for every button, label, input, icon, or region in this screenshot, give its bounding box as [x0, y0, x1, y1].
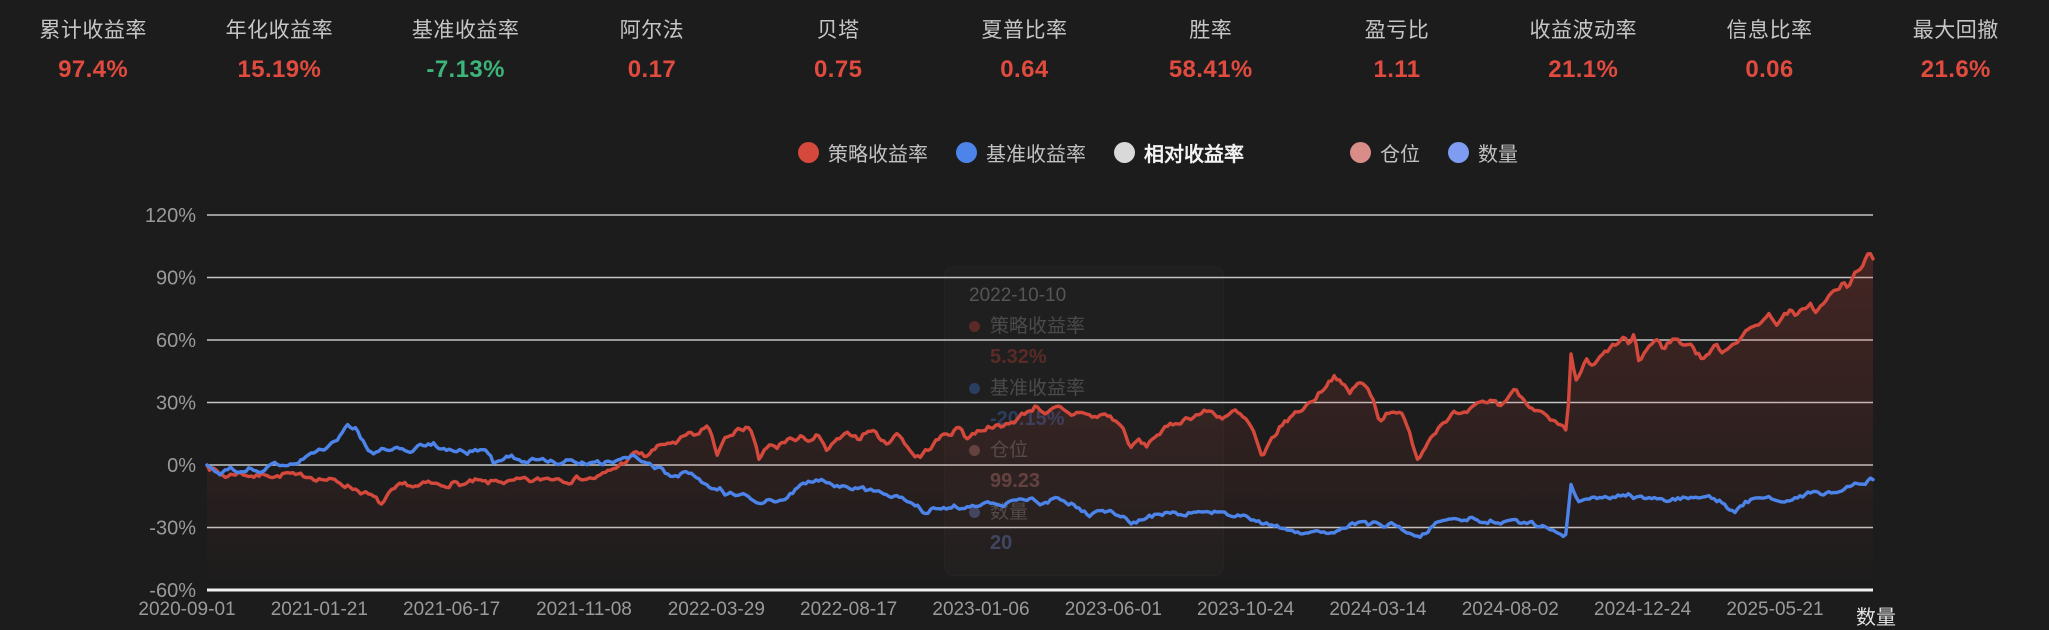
tooltip-row: 策略收益率 5.32% [969, 311, 1199, 373]
y-tick-label: -60% [149, 580, 196, 602]
x-tick-label: 2021-06-17 [403, 599, 500, 620]
tooltip-row: 基准收益率 -20.15% [969, 373, 1199, 435]
tooltip-series-name: 基准收益率 [990, 378, 1086, 399]
x-tick-label: 2021-11-08 [536, 599, 632, 620]
tooltip-date: 2022-10-10 [969, 285, 1067, 306]
x-tick-label: 2025-05-21 [1726, 599, 1823, 620]
legend-dot-icon [1350, 142, 1371, 163]
metric-value: 0.75 [814, 56, 863, 83]
metric-value: 97.4% [58, 56, 129, 83]
metric-value: 21.1% [1548, 56, 1619, 83]
metric-benchmark-return: 基准收益率 -7.13% [406, 14, 526, 84]
tooltip-series-value: 20 [990, 532, 1013, 554]
metric-return-volatility: 收益波动率 21.1% [1523, 14, 1643, 84]
metric-sharpe-ratio: 夏普比率 0.64 [964, 14, 1084, 84]
metric-label: 最大回撤 [1912, 19, 1999, 42]
metric-profit-loss-ratio: 盈亏比 1.11 [1337, 14, 1457, 84]
tooltip-series-name: 策略收益率 [990, 316, 1086, 337]
x-tick-label: 2023-06-01 [1065, 599, 1162, 620]
metric-value: 58.41% [1168, 56, 1253, 83]
x-tick-label: 2024-08-02 [1462, 599, 1559, 620]
legend-label: 基准收益率 [986, 144, 1086, 166]
legend-label: 仓位 [1380, 144, 1420, 166]
legend-label: 数量 [1478, 144, 1518, 166]
x-tick-label: 2020-09-01 [138, 599, 235, 620]
x-tick-label: 2021-01-21 [271, 599, 368, 620]
metric-label: 信息比率 [1726, 19, 1813, 42]
metric-beta: 贝塔 0.75 [778, 14, 898, 84]
x-tick-label: 2023-01-06 [932, 599, 1029, 620]
x-tick-label: 2023-10-24 [1197, 599, 1295, 620]
metric-label: 基准收益率 [411, 19, 520, 42]
legend-item-position[interactable]: 仓位 [1350, 138, 1420, 167]
metric-value: 0.64 [1000, 56, 1049, 83]
tooltip-series-value: 5.32% [990, 346, 1047, 368]
legend-label: 相对收益率 [1144, 144, 1244, 166]
tooltip-series-dot-icon [969, 507, 980, 518]
metric-value: 1.11 [1373, 56, 1421, 83]
metric-value: 21.6% [1920, 56, 1991, 83]
quantity-axis-label: 数量 [1856, 606, 1896, 629]
legend-item-relative-return[interactable]: 相对收益率 [1114, 138, 1244, 167]
metric-label: 收益波动率 [1529, 19, 1637, 42]
metric-label: 胜率 [1189, 19, 1233, 42]
tooltip-series-dot-icon [969, 383, 980, 394]
y-tick-label: 90% [156, 268, 196, 290]
tooltip-series-dot-icon [969, 445, 980, 456]
legend-dot-icon [1114, 142, 1135, 163]
tooltip-series-dot-icon [969, 321, 980, 332]
metric-win-rate: 胜率 58.41% [1151, 14, 1271, 84]
metric-annualized-return: 年化收益率 15.19% [219, 14, 339, 84]
chart-legend: 策略收益率 基准收益率 相对收益率 仓位 数量 [798, 138, 1518, 167]
tooltip-row: 仓位 99.23 [969, 435, 1199, 497]
tooltip-series-value: 99.23 [990, 470, 1041, 492]
metric-cumulative-return: 累计收益率 97.4% [33, 14, 153, 84]
metric-value: 0.06 [1745, 56, 1794, 83]
metric-label: 贝塔 [816, 19, 860, 42]
metric-label: 夏普比率 [981, 19, 1068, 42]
x-tick-label: 2024-12-24 [1594, 599, 1692, 620]
legend-dot-icon [1448, 142, 1469, 163]
legend-label: 策略收益率 [828, 144, 928, 166]
x-tick-label: 2022-08-17 [800, 599, 897, 620]
legend-item-strategy-return[interactable]: 策略收益率 [798, 138, 928, 167]
y-tick-label: -30% [149, 518, 196, 540]
tooltip-series-value: -20.15% [990, 408, 1065, 430]
metric-value: 15.19% [237, 56, 322, 83]
legend-dot-icon [956, 142, 977, 163]
tooltip-series-name: 仓位 [990, 440, 1029, 461]
tooltip-row: 数量 20 [969, 497, 1199, 559]
metric-value: 0.17 [627, 56, 677, 83]
metric-label: 累计收益率 [39, 19, 147, 42]
metric-information-ratio: 信息比率 0.06 [1710, 14, 1830, 84]
y-tick-label: 120% [145, 205, 196, 227]
y-tick-label: 30% [156, 393, 196, 415]
metric-label: 年化收益率 [225, 19, 334, 42]
legend-item-quantity[interactable]: 数量 [1448, 138, 1518, 167]
legend-item-benchmark-return[interactable]: 基准收益率 [956, 138, 1086, 167]
x-tick-label: 2024-03-14 [1329, 599, 1427, 620]
metric-value: -7.13% [426, 56, 505, 83]
tooltip-rows: 策略收益率 5.32% 基准收益率 -20.15% 仓位 99.23 数量 20 [969, 311, 1199, 559]
metric-max-drawdown: 最大回撤 21.6% [1896, 14, 2016, 84]
metric-alpha: 阿尔法 0.17 [592, 14, 712, 84]
x-tick-label: 2022-03-29 [668, 599, 765, 620]
tooltip-series-name: 数量 [990, 502, 1029, 523]
y-tick-label: 60% [156, 330, 196, 352]
metrics-bar: 累计收益率 97.4% 年化收益率 15.19% 基准收益率 -7.13% 阿尔… [0, 14, 2049, 84]
legend-dot-icon [798, 142, 819, 163]
metric-label: 盈亏比 [1364, 19, 1430, 42]
chart-tooltip: 2022-10-10 策略收益率 5.32% 基准收益率 -20.15% 仓位 … [944, 266, 1224, 576]
metric-label: 阿尔法 [619, 19, 685, 42]
y-tick-label: 0% [167, 455, 196, 477]
